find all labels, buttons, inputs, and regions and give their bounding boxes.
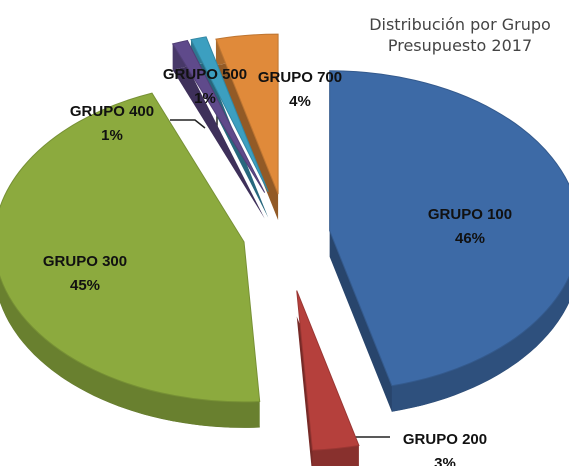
slice	[329, 70, 569, 387]
slice	[190, 36, 269, 193]
slice-edge	[312, 445, 359, 466]
slice-label: GRUPO 700	[258, 69, 342, 86]
chart-title: Distribución por Grupo Presupuesto 2017	[369, 15, 551, 55]
slice	[171, 39, 266, 193]
slice-label: GRUPO 500	[163, 66, 247, 83]
slice	[215, 33, 279, 195]
slice	[296, 290, 360, 451]
slice-side	[172, 66, 265, 219]
slice-label: GRUPO 100	[428, 206, 512, 223]
slice-label: GRUPO 200	[403, 431, 487, 448]
value-label: 4%	[289, 93, 311, 110]
slice	[0, 92, 261, 403]
value-label: 3%	[434, 455, 456, 466]
value-label: 1%	[101, 127, 123, 144]
slice-label: GRUPO 300	[43, 253, 127, 270]
value-label: 45%	[70, 277, 100, 294]
leader-line	[170, 119, 206, 129]
value-label: 46%	[455, 230, 485, 247]
slice-label: GRUPO 400	[70, 103, 154, 120]
value-label: 1%	[194, 90, 216, 107]
